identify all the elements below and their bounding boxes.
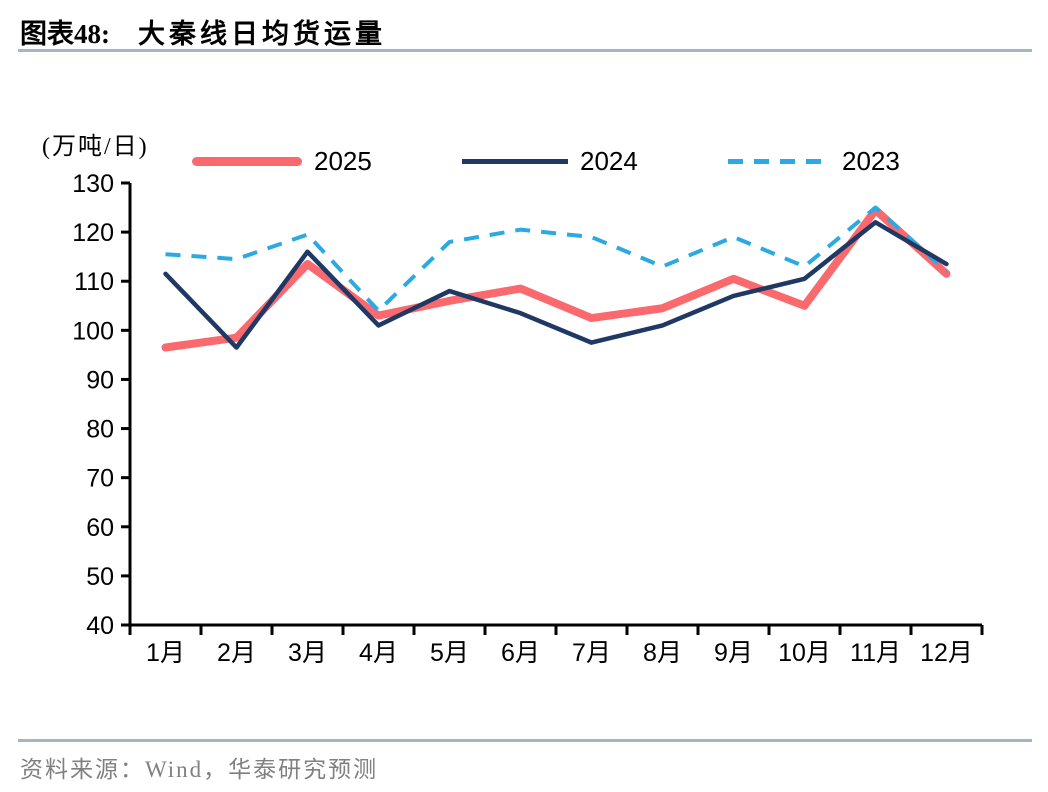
legend-label-2025: 2025: [314, 146, 372, 176]
legend-swatch-2025: [192, 157, 302, 166]
x-tick-label: 9月: [714, 639, 753, 667]
y-tick-label: 50: [86, 563, 114, 591]
y-tick-label: 70: [86, 465, 114, 493]
x-tick-label: 8月: [643, 639, 682, 667]
y-tick-label: 120: [72, 219, 114, 247]
y-tick-label: 110: [74, 268, 114, 296]
x-tick-label: 11月: [850, 639, 901, 667]
x-tick-label: 2月: [217, 639, 256, 667]
figure-label: 图表48:: [20, 19, 110, 49]
series-line-2024: [163, 220, 949, 350]
x-tick-label: 1月: [146, 639, 185, 667]
y-tick-label: 100: [72, 317, 114, 345]
x-tick-label: 7月: [572, 639, 611, 667]
legend-swatch-2023: [728, 159, 830, 164]
legend-label-2024: 2024: [580, 146, 638, 176]
legend-label-2023: 2023: [842, 146, 900, 176]
footer-rule: [18, 739, 1032, 742]
x-tick-label: 10月: [778, 639, 831, 667]
legend-item-2023: 2023: [728, 146, 900, 177]
x-tick-label: 6月: [501, 639, 540, 667]
legend-swatch-2024: [462, 159, 568, 164]
chart-header: 图表48: 大秦线日均货运量: [20, 12, 386, 51]
y-tick-label: 130: [72, 170, 114, 198]
y-tick-label: 40: [86, 612, 114, 640]
title-rule: [18, 49, 1032, 52]
x-tick-label: 3月: [288, 639, 327, 667]
axis-lines: [128, 183, 982, 627]
legend-item-2024: 2024: [462, 146, 638, 177]
x-tick-label: 4月: [359, 639, 398, 667]
y-tick-label: 80: [86, 416, 114, 444]
series-line-2023: [165, 205, 948, 313]
y-tick-label: 60: [86, 514, 114, 542]
y-axis-unit-label: (万吨/日): [42, 134, 149, 160]
page-title: 大秦线日均货运量: [138, 19, 386, 49]
x-tick-label: 5月: [430, 639, 469, 667]
source-note: 资料来源：Wind，华泰研究预测: [20, 757, 379, 782]
legend-item-2025: 2025: [192, 146, 372, 177]
series-line-2025: [161, 206, 951, 352]
x-tick-label: 12月: [920, 639, 973, 667]
y-tick-label: 90: [86, 366, 114, 394]
